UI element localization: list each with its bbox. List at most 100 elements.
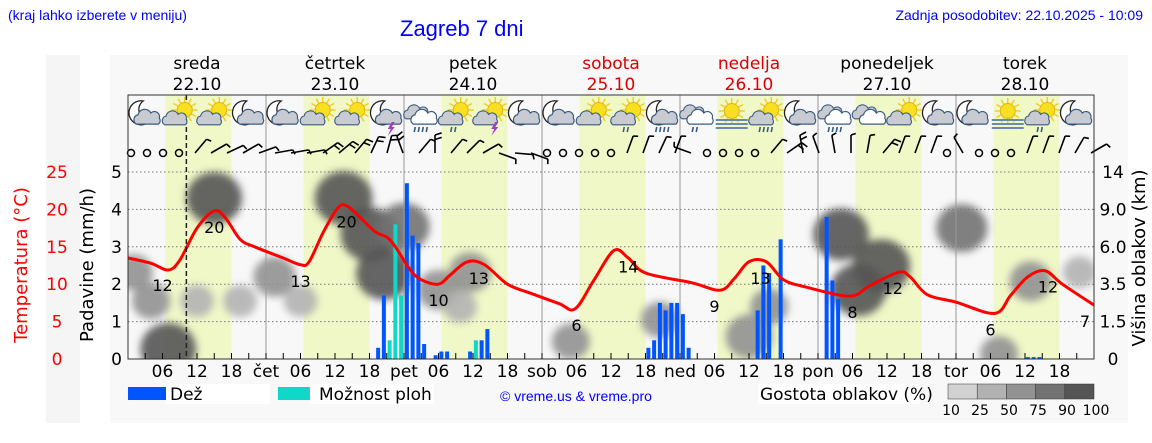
- wind-barb-shaft: [1026, 135, 1034, 154]
- day-name: torek: [1003, 54, 1047, 74]
- cloud-density-blob: [180, 285, 214, 318]
- wind-barb-feather: [226, 143, 231, 148]
- region-hint[interactable]: (kraj lahko izberete v meniju): [8, 7, 187, 23]
- sun-ray: [191, 102, 197, 107]
- cloud-shape: [610, 110, 636, 126]
- wind-calm-icon: [142, 148, 152, 158]
- wind-barb-shaft: [658, 136, 668, 154]
- day-name: ponedeljek: [840, 54, 934, 74]
- cloud-outline: [437, 110, 464, 126]
- weather-icons: [128, 97, 1093, 136]
- rain-bar: [445, 351, 450, 359]
- wind-barb-icon: [770, 138, 788, 154]
- cloudy-rain-icon: [817, 104, 852, 133]
- sun-ray: [735, 99, 739, 105]
- wind-barb-shaft: [226, 144, 244, 154]
- sun-ray: [225, 102, 231, 107]
- cloudy-icon: [851, 104, 887, 125]
- wind-barb-shaft: [498, 152, 517, 160]
- sun-ray: [488, 98, 492, 104]
- partly-cloudy-icon: [886, 97, 923, 126]
- cloud-shape: [472, 110, 498, 126]
- x-tick-label: 18: [359, 362, 381, 382]
- wind-barb-feather: [953, 133, 958, 138]
- cloud-outline: [334, 110, 360, 126]
- x-tick-label: 12: [738, 362, 760, 382]
- sun-ray: [222, 98, 227, 104]
- precip-tick-label: 2: [111, 275, 122, 295]
- cloud-scale-swatch: [1006, 383, 1036, 400]
- temperature-label: 9: [709, 297, 719, 316]
- rain-bar: [657, 302, 662, 359]
- day-date: 26.10: [725, 75, 774, 95]
- sun-ray: [1000, 99, 1005, 105]
- partly-cloudy-rain-icon: [748, 97, 785, 133]
- wind-barb-icon: [1058, 135, 1071, 154]
- wind-barb-shaft: [450, 138, 464, 154]
- cloud-height-tick-label: 9.0: [1099, 200, 1126, 220]
- rain-bar: [1031, 357, 1036, 359]
- cloud-outline: [686, 108, 714, 125]
- raindrop: [839, 126, 843, 133]
- sun-ray: [897, 102, 903, 107]
- copyright-link[interactable]: © vreme.us & vreme.pro: [500, 388, 652, 404]
- temp-axis-panel: [46, 55, 80, 423]
- wind-barb-icon: [396, 131, 405, 154]
- rain-bar: [1025, 357, 1030, 359]
- sun-ray: [996, 103, 1002, 108]
- raindrop: [421, 126, 425, 133]
- cloud-shape: [788, 108, 817, 125]
- raindrop: [666, 126, 670, 133]
- raindrop: [425, 126, 429, 133]
- night-partly-cloudy-icon: [956, 100, 989, 126]
- wind-barb-feather: [891, 141, 899, 147]
- temperature-label: 12: [152, 276, 172, 295]
- wind-barb-icon: [434, 132, 442, 153]
- temperature-label: 14: [618, 258, 638, 277]
- wind-barbs: [126, 131, 1111, 165]
- cloud-outline: [410, 108, 438, 125]
- cloud-scale-label: 25: [971, 403, 989, 419]
- rain-bar: [416, 243, 421, 359]
- wind-barb-feather: [812, 132, 818, 137]
- wind-barb-icon: [210, 143, 231, 154]
- rain-bar: [404, 183, 409, 359]
- sun-ray: [483, 102, 489, 107]
- night-rain-icon: [645, 100, 679, 133]
- wind-barb-shaft: [812, 135, 820, 154]
- rain-bar: [767, 272, 772, 359]
- legend: Dež Možnost ploh © vreme.us & vreme.pro …: [128, 383, 1110, 419]
- x-tick-label: 06: [704, 362, 726, 382]
- cloud-shape: [512, 108, 541, 125]
- cloud-outline: [271, 108, 299, 125]
- sun-ray: [605, 113, 611, 118]
- cloud-density-blob: [356, 247, 412, 300]
- temp-tick-label: 10: [46, 275, 68, 295]
- x-tick-label: 18: [635, 362, 657, 382]
- sun-ray: [902, 98, 906, 104]
- sun-ray: [207, 102, 213, 107]
- sun-ray: [501, 113, 507, 118]
- rain-bar: [433, 355, 438, 359]
- sun-ray: [912, 98, 917, 104]
- wind-barb-shaft: [322, 142, 339, 154]
- day-name: nedelja: [718, 54, 780, 74]
- wind-barb-icon: [226, 144, 248, 154]
- cloud-scale-label: 100: [1083, 403, 1110, 419]
- wind-barb-shaft: [306, 149, 325, 154]
- lightning: [387, 122, 395, 136]
- cloud-height-tick-label: 6.0: [1099, 238, 1126, 258]
- sun-ray: [774, 116, 779, 122]
- wind-barb-icon: [498, 152, 517, 165]
- night-partly-cloudy-icon: [542, 100, 575, 126]
- x-tick-label: 18: [1049, 362, 1071, 382]
- sun-ray: [1053, 102, 1059, 107]
- sun-ray: [225, 113, 231, 118]
- cloud-shape: [196, 110, 222, 126]
- wind-barb-shaft: [898, 135, 906, 154]
- wind-barb-feather: [352, 140, 360, 146]
- wind-barb-shaft: [831, 135, 836, 154]
- wind-barb-icon: [1042, 135, 1055, 154]
- wind-barb-icon: [831, 132, 837, 154]
- temperature-axis-title: Temperatura (°C): [11, 187, 32, 344]
